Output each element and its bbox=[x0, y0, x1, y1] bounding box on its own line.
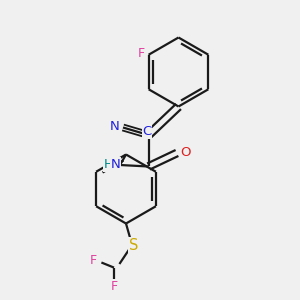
Text: O: O bbox=[180, 146, 190, 159]
Text: F: F bbox=[90, 254, 97, 267]
Text: S: S bbox=[129, 238, 138, 253]
Text: F: F bbox=[138, 47, 145, 60]
Text: H: H bbox=[104, 158, 113, 171]
Text: N: N bbox=[111, 158, 120, 171]
Text: N: N bbox=[110, 120, 119, 133]
Text: F: F bbox=[110, 280, 118, 293]
Text: C: C bbox=[142, 125, 152, 138]
